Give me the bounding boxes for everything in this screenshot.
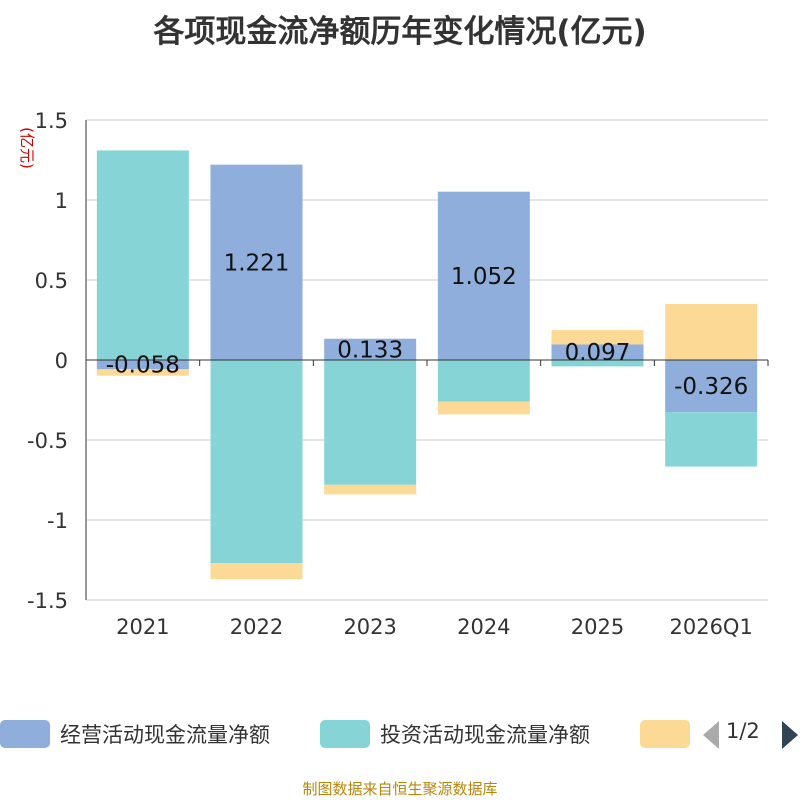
x-tick-label: 2025 — [571, 615, 624, 639]
bar-investing-2023 — [324, 360, 417, 485]
bar-operating-2025 — [551, 344, 644, 360]
bar-investing-2025 — [551, 360, 644, 367]
legend-swatch-investing — [320, 720, 370, 748]
legend-label-operating: 经营活动现金流量净额 — [60, 723, 270, 747]
bar-third-2025 — [551, 330, 644, 345]
bar-operating-2026Q1 — [665, 360, 758, 413]
y-tick-label: -1.5 — [27, 589, 68, 613]
legend-next-arrow-icon[interactable] — [782, 721, 798, 749]
bar-third-2022 — [210, 563, 303, 580]
data-label-operating: 1.052 — [451, 264, 517, 290]
legend-item-third[interactable] — [640, 717, 690, 751]
data-label-operating: -0.058 — [106, 353, 180, 379]
legend-item-operating[interactable]: 经营活动现金流量净额 — [0, 717, 270, 751]
bar-investing-2021 — [96, 150, 189, 360]
x-tick-label: 2021 — [116, 615, 169, 639]
bar-investing-2024 — [437, 360, 530, 402]
bar-operating-2021 — [96, 360, 189, 370]
y-tick-label: 1 — [55, 189, 68, 213]
legend-swatch-third — [640, 720, 690, 748]
legend-prev-arrow-icon[interactable] — [703, 721, 719, 749]
bar-operating-2022 — [210, 164, 303, 360]
y-tick-label: 0.5 — [35, 269, 68, 293]
y-tick-label: -1 — [47, 509, 68, 533]
bar-third-2024 — [437, 401, 530, 415]
y-tick-label: -0.5 — [27, 429, 68, 453]
chart-title: 各项现金流净额历年变化情况(亿元) — [153, 14, 647, 50]
legend-item-investing[interactable]: 投资活动现金流量净额 — [320, 717, 590, 751]
x-tick-label: 2023 — [343, 615, 396, 639]
bar-operating-2024 — [437, 191, 530, 360]
bar-third-2023 — [324, 484, 417, 495]
x-tick-label: 2024 — [457, 615, 510, 639]
bar-third-2021 — [96, 369, 189, 376]
bar-third-2026Q1 — [665, 304, 758, 360]
x-tick-label: 2022 — [230, 615, 283, 639]
data-label-operating: 0.133 — [337, 337, 403, 363]
x-tick-label: 2026Q1 — [669, 615, 752, 639]
data-label-operating: 0.097 — [565, 340, 631, 366]
footer-source: 制图数据来自恒生聚源数据库 — [302, 780, 498, 798]
y-tick-label: 1.5 — [35, 109, 68, 133]
legend-label-investing: 投资活动现金流量净额 — [380, 723, 590, 747]
chart-plot: 1.5 1 0.5 0 -0.5 -1 -1.5 (亿元) 2021 2022 2023 2024 20… — [18, 109, 769, 639]
legend-page-indicator: 1/2 — [726, 719, 760, 743]
bar-investing-2026Q1 — [665, 412, 758, 467]
bar-operating-2023 — [324, 338, 417, 360]
data-label-operating: -0.326 — [674, 374, 748, 400]
bar-investing-2022 — [210, 360, 303, 564]
y-axis-label: (亿元) — [18, 127, 36, 169]
y-tick-label: 0 — [55, 349, 68, 373]
legend-swatch-operating — [0, 720, 50, 748]
data-label-operating: 1.221 — [224, 250, 290, 276]
